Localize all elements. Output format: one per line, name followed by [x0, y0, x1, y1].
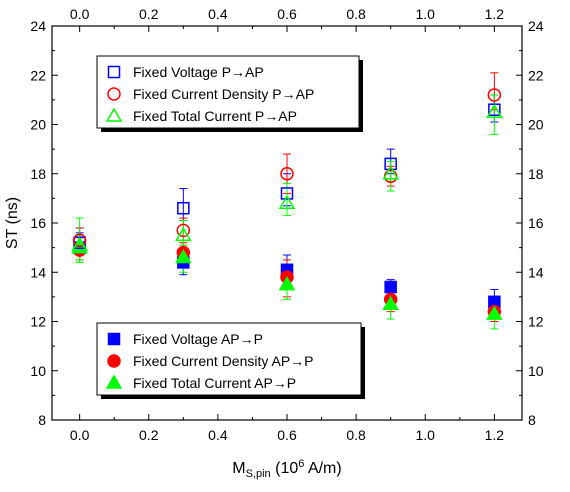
x-tick-label: 0.8: [346, 427, 366, 443]
y-right-tick-label: 10: [528, 363, 544, 379]
legend-box: [96, 322, 362, 396]
data-point: [382, 295, 399, 311]
legend-p-to-ap: Fixed Voltage P→AP Fixed Current Density …: [96, 55, 363, 132]
data-point: [280, 167, 294, 181]
y-right-tick-label: 22: [528, 67, 544, 83]
data-point: [486, 305, 503, 320]
data-point: [384, 280, 397, 294]
y-right-tick-label: 18: [528, 166, 544, 182]
ticks-layer: 0.0 0.0 0.2 0.2 0.4 0.4 0.6 0.6 0.8 0.8 1.0 1.0 1.2 1…: [30, 6, 543, 443]
legend-marker: [107, 87, 121, 101]
legend-label: Fixed Current Density AP→P: [133, 353, 314, 369]
data-point: [175, 248, 192, 264]
y-axis-title: ST (ns): [4, 197, 21, 249]
legend-ap-to-p: Fixed Voltage AP→P Fixed Current Density …: [96, 322, 365, 399]
legend-label: Fixed Total Current P→AP: [133, 108, 297, 124]
legend-marker: [107, 332, 121, 346]
y-tick-label: 10: [30, 363, 46, 379]
legend-marker: [105, 374, 123, 389]
data-point: [382, 165, 399, 180]
data-point: [486, 103, 503, 118]
x-axis-title-subscript: S,pin: [246, 468, 271, 480]
data-point: [487, 88, 502, 102]
data-point: [278, 276, 296, 291]
markers-layer: [71, 88, 503, 320]
x-top-tick-label: 0.8: [346, 6, 366, 22]
x-tick-label: 0.6: [277, 427, 297, 443]
data-point: [384, 157, 397, 171]
legend-marker: [105, 107, 123, 122]
legend-box: [96, 55, 360, 129]
y-tick-label: 8: [38, 412, 46, 428]
y-tick-label: 24: [30, 18, 46, 34]
legend-marker: [107, 65, 121, 79]
data-point: [176, 223, 191, 238]
x-tick-label: 0.0: [70, 427, 90, 443]
y-right-tick-label: 8: [528, 412, 536, 428]
y-tick-label: 20: [30, 117, 46, 133]
x-top-tick-label: 1.0: [416, 6, 436, 22]
y-tick-label: 14: [30, 264, 46, 280]
y-right-tick-label: 20: [528, 117, 544, 133]
y-tick-label: 16: [30, 215, 46, 231]
y-right-tick-label: 14: [528, 264, 544, 280]
x-tick-label: 0.2: [139, 427, 159, 443]
legend-label: Fixed Voltage P→AP: [133, 64, 264, 80]
x-top-tick-label: 1.2: [485, 6, 505, 22]
legend-label: Fixed Voltage AP→P: [133, 331, 263, 347]
x-tick-label: 0.4: [208, 427, 228, 443]
y-tick-label: 18: [30, 166, 46, 182]
legend-label: Fixed Total Current AP→P: [133, 375, 296, 391]
x-top-tick-label: 0.6: [277, 6, 297, 22]
legend-label: Fixed Current Density P→AP: [133, 86, 314, 102]
data-point: [71, 236, 88, 251]
data-point: [280, 187, 294, 200]
data-point: [278, 194, 296, 210]
y-right-tick-label: 16: [528, 215, 544, 231]
x-axis-title: MS,pin (106 A/m): [232, 458, 341, 480]
x-tick-label: 1.2: [485, 427, 505, 443]
y-right-tick-label: 12: [528, 314, 544, 330]
data-point: [175, 226, 192, 242]
x-top-tick-label: 0.2: [139, 6, 159, 22]
x-axis-title-open: (10: [271, 460, 299, 477]
x-top-tick-label: 0.0: [70, 6, 90, 22]
y-tick-label: 22: [30, 67, 46, 83]
y-tick-label: 12: [30, 314, 46, 330]
data-point: [177, 201, 190, 215]
legend-marker: [107, 354, 121, 368]
x-axis-title-main: M: [232, 460, 245, 477]
y-right-tick-label: 24: [528, 18, 544, 34]
x-axis-title-unit: A/m): [304, 460, 341, 477]
data-point: [72, 233, 87, 247]
x-top-tick-label: 0.4: [208, 6, 228, 22]
x-axis-title-superscript: 6: [298, 458, 304, 470]
x-tick-label: 1.0: [416, 427, 436, 443]
